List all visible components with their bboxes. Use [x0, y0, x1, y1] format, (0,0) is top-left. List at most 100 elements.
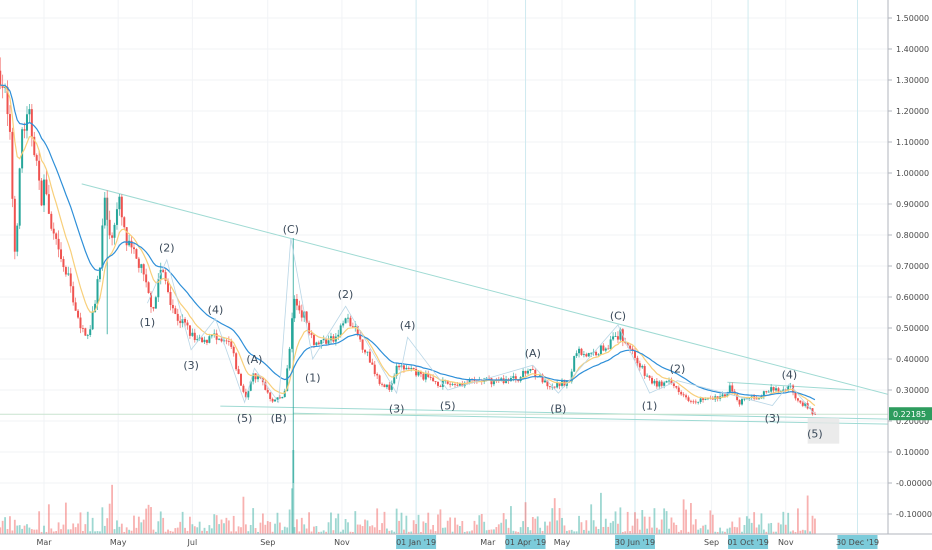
volume-bar — [531, 517, 534, 534]
volume-bar — [617, 523, 619, 534]
candle-body — [69, 273, 72, 287]
candle-body — [181, 318, 184, 324]
volume-bar — [47, 504, 50, 534]
volume-bar — [116, 520, 118, 534]
volume-bar — [334, 518, 337, 534]
candle-body — [45, 179, 48, 195]
candle-body — [811, 408, 814, 415]
candle-body — [171, 304, 174, 309]
volume-bar — [437, 514, 439, 534]
volume-bar — [677, 531, 680, 534]
volume-bar — [86, 511, 89, 534]
volume-bar — [373, 527, 376, 534]
candle-body — [101, 225, 104, 268]
volume-bar — [497, 524, 500, 534]
candle-body — [668, 380, 671, 382]
volume-bar — [556, 520, 559, 534]
price-tick-label: 0.20000 — [896, 417, 929, 426]
time-axis[interactable]: Mar May Jul Sep Nov 01 Jan '19 Mar 01 Apr '19 Ma… — [0, 533, 932, 550]
candle-body — [193, 332, 196, 341]
volume-bar — [767, 523, 770, 534]
volume-bar — [456, 524, 459, 534]
candle-body — [220, 338, 223, 342]
candle-body — [33, 136, 36, 156]
candle-body — [514, 376, 517, 380]
volume-bar — [728, 527, 731, 534]
volume-bar — [724, 531, 726, 534]
candle-body — [385, 384, 388, 388]
candle-body — [429, 376, 432, 378]
volume-bar — [680, 530, 683, 534]
candle-body — [636, 357, 639, 364]
candle-body — [582, 354, 585, 355]
candle-body — [612, 336, 615, 340]
volume-bar — [101, 507, 104, 534]
candle-body — [308, 322, 311, 334]
candle-body — [43, 179, 45, 206]
volume-bar — [351, 531, 354, 534]
price-tick-label: 0.70000 — [896, 262, 929, 271]
volume-bar — [568, 530, 571, 534]
volume-bar — [145, 508, 148, 534]
candle-body — [140, 264, 143, 268]
candle-body — [135, 249, 138, 259]
candle-body — [587, 352, 590, 357]
volume-bar — [483, 521, 486, 534]
candle-body — [235, 353, 238, 370]
price-tick-label: 0.60000 — [896, 293, 929, 302]
price-axis[interactable]: 1.50000 1.40000 1.30000 1.20000 1.10000 1.000… — [887, 0, 932, 550]
volume-bar — [758, 524, 760, 534]
candle-body — [81, 328, 84, 329]
candle-body — [697, 401, 700, 403]
candle-body — [1, 85, 4, 88]
volume-bar — [288, 509, 291, 534]
candle-body — [784, 389, 787, 391]
price-tick-label: 0.40000 — [896, 355, 929, 364]
volume-bar — [21, 528, 24, 534]
volume-bar — [193, 526, 196, 534]
volume-bar — [614, 511, 617, 534]
volume-bar — [770, 522, 773, 534]
volume-bar — [814, 518, 816, 534]
volume-bar — [607, 526, 610, 534]
volume-bar — [171, 531, 174, 534]
volume-bar — [77, 523, 79, 534]
time-tick-label: May — [110, 538, 127, 547]
volume-bar — [536, 516, 539, 534]
volume-bar — [376, 508, 379, 534]
candle-body — [458, 383, 461, 386]
volume-bar — [811, 515, 814, 534]
ma-fast-line — [0, 84, 816, 407]
candle-body — [726, 392, 729, 397]
volume-bar — [643, 516, 646, 534]
volume-bar — [478, 515, 481, 534]
volume-bar — [230, 531, 233, 534]
wave-label: (5) — [237, 412, 253, 425]
candle-body — [614, 336, 617, 338]
volume-bar — [371, 525, 374, 534]
volume-bar — [434, 531, 437, 534]
volume-bar — [210, 528, 213, 534]
volume-bar — [541, 530, 544, 534]
volume-bar — [775, 531, 777, 534]
volume-bar — [539, 527, 542, 534]
candle-body — [381, 383, 384, 385]
volume-bar — [451, 531, 454, 534]
price-tick-label: 1.30000 — [896, 76, 929, 85]
candle-body — [368, 351, 371, 363]
candle-body — [312, 334, 315, 345]
volume-bar — [685, 509, 687, 534]
volume-bar — [337, 513, 340, 534]
candle-body — [342, 323, 345, 326]
candle-body — [249, 381, 252, 391]
volume-bar — [597, 528, 600, 534]
volume-bar — [502, 513, 505, 534]
wave-label: (2) — [159, 241, 175, 254]
volume-bar — [546, 525, 549, 534]
volume-bar — [176, 527, 179, 534]
time-tick-label: Mar — [480, 538, 496, 547]
volume-bar — [583, 529, 585, 534]
candle-body — [468, 379, 471, 384]
volume-bar — [313, 526, 315, 534]
